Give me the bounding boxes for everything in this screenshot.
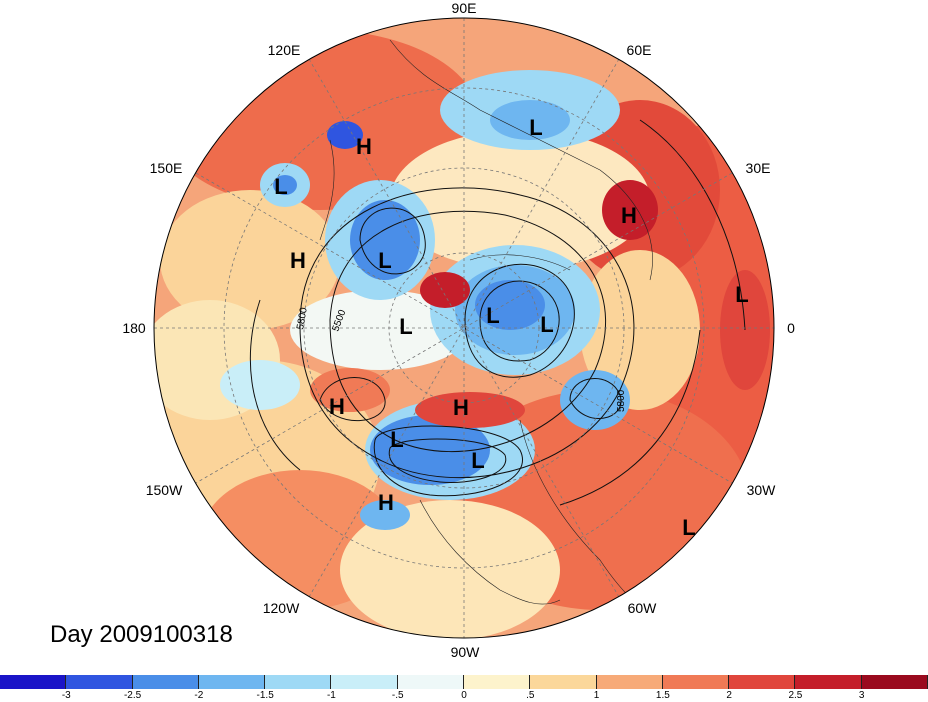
colorbar-segment <box>530 675 597 689</box>
colorbar-segment <box>662 675 730 689</box>
pressure-center: L <box>399 314 412 339</box>
colorbar <box>0 675 928 689</box>
lon-label-60w: 60W <box>627 600 657 616</box>
colorbar-tick-label: 2 <box>726 690 732 701</box>
lon-label-30w: 30W <box>746 482 776 498</box>
pressure-center: H <box>378 490 394 515</box>
contour-label: 5800 <box>616 389 627 412</box>
pressure-center: L <box>529 115 542 140</box>
lon-label-60e: 60E <box>626 42 652 58</box>
colorbar-tick-label: 0 <box>461 690 467 701</box>
colorbar-tick-label: -2 <box>194 690 204 701</box>
pressure-center: L <box>390 427 403 452</box>
lon-label-90w: 90W <box>450 644 480 660</box>
map-title: Day 2009100318 <box>50 621 233 648</box>
colorbar-segment <box>729 675 796 689</box>
colorbar-tick-label: 3 <box>858 690 865 701</box>
pressure-center: L <box>471 448 484 473</box>
colorbar-segment <box>132 675 199 689</box>
colorbar-tick-label: 2.5 <box>788 690 803 701</box>
pressure-center: L <box>274 174 287 199</box>
colorbar-tick-label: -1 <box>326 690 336 701</box>
lon-label-30e: 30E <box>745 160 771 176</box>
colorbar-segment <box>463 675 531 689</box>
pressure-center: L <box>378 248 391 273</box>
colorbar-segment <box>596 675 663 689</box>
pressure-center: H <box>329 394 345 419</box>
lon-label-150e: 150E <box>149 160 183 176</box>
globe-outline <box>153 17 775 639</box>
colorbar-segment <box>795 675 862 689</box>
pressure-center: L <box>540 312 553 337</box>
pressure-center: H <box>453 395 469 420</box>
lon-label-150w: 150W <box>145 482 183 498</box>
colorbar-segment <box>331 675 398 689</box>
colorbar-segment <box>198 675 266 689</box>
colorbar-segment <box>861 675 928 689</box>
lon-label-180: 180 <box>122 320 146 336</box>
graticule <box>154 18 774 638</box>
pressure-center: H <box>621 203 637 228</box>
lon-label-0: 0 <box>787 320 795 336</box>
lon-label-120e: 120E <box>267 42 301 58</box>
height-contours <box>249 119 746 506</box>
colorbar-segment <box>0 675 67 689</box>
lon-label-90e: 90E <box>451 0 477 16</box>
colorbar-tick-label: -1.5 <box>256 690 274 701</box>
colorbar-segment <box>397 675 464 689</box>
pressure-center: L <box>735 282 748 307</box>
colorbar-segment <box>66 675 133 689</box>
colorbar-segment <box>265 675 332 689</box>
pressure-center: H <box>290 248 306 273</box>
anomaly-field <box>154 18 774 638</box>
lon-label-120w: 120W <box>262 600 300 616</box>
colorbar-tick-label: 1 <box>593 690 600 701</box>
colorbar-tick-label: -3 <box>61 690 71 701</box>
contour-label: 5800 <box>295 306 310 330</box>
pressure-center: H <box>356 134 372 159</box>
colorbar-tick-label: 1.5 <box>655 690 670 701</box>
colorbar-tick-label: -.5 <box>391 690 404 701</box>
colorbar-tick-label: .5 <box>526 690 535 701</box>
colorbar-tick-label: -2.5 <box>123 690 142 701</box>
pressure-center: L <box>682 515 695 540</box>
pressure-center: L <box>486 303 499 328</box>
